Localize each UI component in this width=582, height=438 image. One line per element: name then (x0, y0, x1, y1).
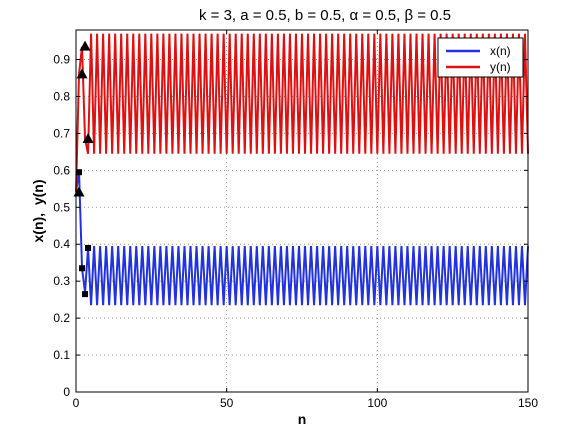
y-tick-label: 0.2 (53, 311, 70, 325)
y-tick-label: 0.1 (53, 348, 70, 362)
y-axis-label: x(n), y(n) (30, 180, 46, 243)
y-tick-label: 0.8 (53, 89, 70, 103)
square-marker (85, 244, 92, 251)
square-marker (79, 265, 86, 272)
y-tick-label: 0.5 (53, 200, 70, 214)
series-line-y (75, 33, 529, 193)
y-tick-label: 0.6 (53, 163, 70, 177)
legend-box (437, 37, 524, 78)
axis-ticks: 0 50 100 150 0 0.1 0.2 0.3 0.4 0.5 0.6 0.7 0.8 0.9 (53, 30, 538, 410)
x-tick-label: 150 (518, 396, 538, 410)
legend: x(n) y(n) (437, 37, 524, 78)
square-marker (82, 291, 89, 298)
legend-label-x: x(n) (490, 44, 511, 58)
triangle-marker (79, 40, 91, 51)
x-tick-label: 50 (220, 396, 234, 410)
series-layer (75, 33, 529, 306)
chart-title: k = 3, a = 0.5, b = 0.5, α = 0.5, β = 0.… (199, 7, 451, 24)
y-tick-label: 0 (63, 385, 70, 399)
y-tick-label: 0.7 (53, 126, 70, 140)
y-tick-label: 0.3 (53, 274, 70, 288)
triangle-marker (76, 68, 88, 79)
legend-label-y: y(n) (490, 60, 511, 74)
x-tick-label: 100 (367, 396, 387, 410)
y-tick-label: 0.9 (53, 53, 70, 67)
x-tick-label: 0 (73, 396, 80, 410)
marker-layer (73, 40, 94, 298)
series-line-x (75, 170, 529, 306)
triangle-marker (82, 132, 94, 143)
plot-frame (75, 29, 529, 393)
x-axis-label: n (298, 411, 307, 427)
square-marker (76, 169, 83, 176)
y-tick-label: 0.4 (53, 237, 70, 251)
